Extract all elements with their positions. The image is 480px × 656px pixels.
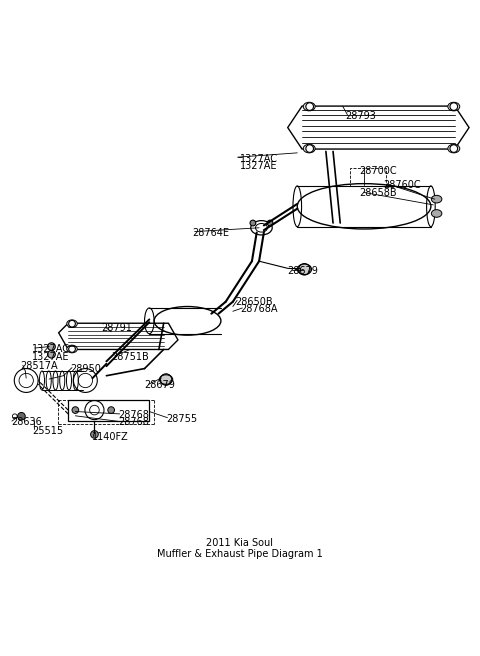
Circle shape — [250, 220, 256, 226]
Circle shape — [69, 320, 75, 327]
Text: 28793: 28793 — [345, 111, 376, 121]
Circle shape — [69, 346, 75, 352]
Circle shape — [306, 103, 313, 110]
Text: 28768A: 28768A — [240, 304, 277, 314]
Text: 28791: 28791 — [102, 323, 132, 333]
Circle shape — [18, 413, 25, 420]
Circle shape — [306, 145, 313, 152]
Ellipse shape — [432, 195, 442, 203]
Circle shape — [299, 264, 310, 275]
Ellipse shape — [448, 102, 460, 111]
Ellipse shape — [303, 144, 315, 153]
Circle shape — [108, 407, 115, 413]
Text: 28700C: 28700C — [360, 165, 397, 176]
Circle shape — [450, 145, 457, 152]
Ellipse shape — [448, 144, 460, 153]
Circle shape — [48, 350, 55, 358]
Ellipse shape — [303, 102, 315, 111]
Circle shape — [450, 103, 457, 110]
Text: 28650B: 28650B — [235, 297, 273, 307]
Text: 28755: 28755 — [166, 414, 197, 424]
Text: 28517A: 28517A — [21, 361, 58, 371]
Text: 1327AC: 1327AC — [33, 344, 71, 354]
Bar — [350, 168, 385, 186]
Text: 28950: 28950 — [71, 363, 101, 373]
Ellipse shape — [67, 320, 77, 327]
Circle shape — [72, 407, 79, 413]
Text: 28768: 28768 — [118, 417, 149, 428]
Text: 28658B: 28658B — [360, 188, 397, 198]
Text: 28636: 28636 — [11, 417, 42, 428]
Text: 28679: 28679 — [144, 380, 175, 390]
Circle shape — [48, 343, 55, 350]
Text: 2011 Kia Soul
Muffler & Exhaust Pipe Diagram 1: 2011 Kia Soul Muffler & Exhaust Pipe Dia… — [157, 538, 323, 560]
Text: 1327AE: 1327AE — [33, 352, 70, 361]
Text: 28764E: 28764E — [192, 228, 229, 237]
Text: 28760C: 28760C — [383, 180, 421, 190]
Text: 1327AC: 1327AC — [240, 154, 278, 163]
Circle shape — [267, 220, 273, 226]
Text: 28751B: 28751B — [111, 352, 149, 361]
Circle shape — [91, 430, 98, 438]
Text: 28768: 28768 — [118, 410, 149, 420]
Text: 1140FZ: 1140FZ — [92, 432, 129, 441]
Ellipse shape — [432, 210, 442, 217]
Text: 28679: 28679 — [288, 266, 319, 276]
Text: 1327AE: 1327AE — [240, 161, 277, 171]
Ellipse shape — [67, 345, 77, 353]
Text: 25515: 25515 — [33, 426, 63, 436]
Circle shape — [160, 374, 172, 385]
Bar — [68, 400, 149, 421]
